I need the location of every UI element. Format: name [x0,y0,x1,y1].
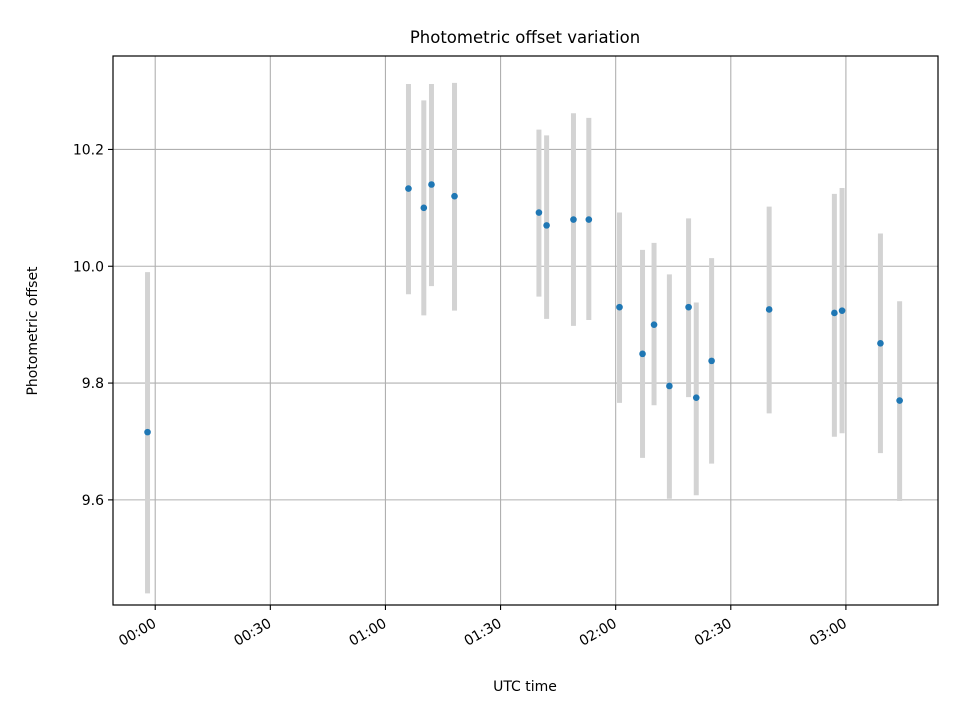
data-point [428,181,435,188]
data-point [543,222,550,229]
y-tick-label: 9.8 [82,376,104,392]
data-point [420,204,428,212]
plot-frame [112,55,939,606]
grid-lines [113,56,938,605]
data-point [666,382,673,390]
data-point [451,192,458,200]
y-tick-label: 9.6 [82,493,104,509]
y-axis-ticks: 9.6 9.8 10.0 10.2 [73,142,113,509]
data-point [639,350,646,358]
x-axis-label: UTC time [493,679,557,695]
data-point [685,303,692,311]
data-point [692,394,700,401]
y-tick-label: 10.2 [73,142,104,158]
data-point [877,340,884,347]
chart-title: Photometric offset variation [410,28,640,47]
data-point [765,306,773,313]
data-point [616,303,623,311]
data-point [144,428,151,436]
y-tick-label: 10.0 [73,259,104,275]
data-point [650,321,658,328]
data-point [896,397,903,404]
y-axis-label: Photometric offset [25,266,41,396]
data-point [838,307,846,314]
data-point [570,216,577,223]
data-point [585,216,593,223]
data-points [144,181,903,436]
data-point [535,209,543,216]
data-point [405,185,412,192]
data-point [708,357,715,365]
data-point [831,309,838,317]
